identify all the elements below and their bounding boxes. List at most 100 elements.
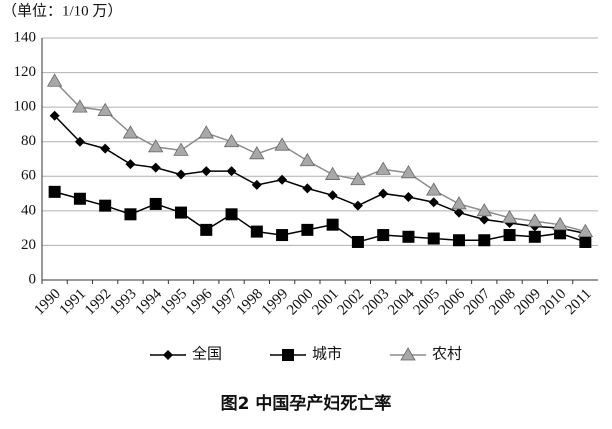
data-point <box>501 209 518 224</box>
x-tick-label: 2001 <box>309 286 342 319</box>
data-point <box>403 192 414 203</box>
data-point <box>148 139 164 153</box>
x-tick-label: 1993 <box>107 286 140 319</box>
chart-title: 图2 中国孕产妇死亡率 <box>221 393 392 414</box>
data-point <box>150 162 161 173</box>
data-point <box>454 207 464 218</box>
data-point <box>277 174 288 185</box>
data-point <box>351 235 364 248</box>
data-point <box>226 166 237 177</box>
x-tick-label: 2006 <box>436 286 469 319</box>
data-point <box>427 232 440 245</box>
data-point <box>201 166 212 177</box>
x-tick-label: 1994 <box>132 286 165 319</box>
data-point <box>175 206 187 219</box>
x-tick-label: 1992 <box>82 286 115 319</box>
data-point <box>200 223 213 236</box>
data-point <box>99 199 112 212</box>
data-point <box>198 125 214 139</box>
data-point <box>250 225 263 238</box>
y-tick-label: 20 <box>21 237 36 253</box>
x-tick-label: 2011 <box>562 286 594 318</box>
data-point <box>301 223 314 236</box>
data-point <box>479 214 490 225</box>
data-point <box>352 200 363 211</box>
data-point <box>503 229 516 242</box>
data-point <box>350 171 366 186</box>
series-line <box>54 191 586 243</box>
data-point <box>554 227 567 240</box>
data-point <box>527 213 543 227</box>
data-point <box>426 182 442 196</box>
data-point <box>73 192 86 205</box>
data-point <box>400 165 417 179</box>
x-tick-label: 2003 <box>360 286 393 319</box>
data-point <box>402 230 415 243</box>
legend-marker <box>163 350 173 360</box>
data-point <box>100 143 111 154</box>
data-point <box>46 73 63 87</box>
x-tick-label: 2004 <box>385 286 418 319</box>
x-tick-label: 2007 <box>461 286 494 319</box>
data-point <box>225 208 238 221</box>
x-tick-label: 1998 <box>234 286 267 319</box>
y-tick-label: 120 <box>14 64 37 80</box>
data-point <box>176 169 186 180</box>
data-point <box>478 234 491 247</box>
x-tick-label: 1997 <box>208 286 241 319</box>
data-point <box>577 223 594 237</box>
data-point <box>124 208 137 221</box>
data-point <box>97 102 113 116</box>
data-point <box>451 196 467 210</box>
data-point <box>428 197 439 208</box>
y-tick-label: 40 <box>21 202 36 218</box>
x-tick-label: 2009 <box>512 286 545 319</box>
legend-label: 农村 <box>432 345 462 362</box>
x-tick-label: 2008 <box>486 286 519 319</box>
x-tick-label: 1996 <box>183 286 216 319</box>
x-tick-label: 2000 <box>284 286 317 319</box>
y-tick-label: 0 <box>29 271 37 287</box>
data-point <box>528 230 541 243</box>
data-point <box>579 235 592 248</box>
data-point <box>74 136 85 147</box>
data-point <box>49 110 60 121</box>
data-point <box>375 161 391 175</box>
data-point <box>377 229 390 242</box>
legend-marker <box>400 347 416 361</box>
x-tick-label: 1999 <box>259 286 292 319</box>
data-point <box>251 179 262 190</box>
y-tick-label: 60 <box>21 168 36 184</box>
data-point <box>302 183 313 194</box>
data-point <box>476 203 492 217</box>
x-tick-label: 2002 <box>335 286 368 319</box>
data-point <box>324 166 341 180</box>
data-point <box>453 234 465 247</box>
x-tick-label: 1991 <box>57 286 90 319</box>
data-point <box>274 137 290 151</box>
x-tick-label: 1995 <box>158 286 191 319</box>
legend-label: 全国 <box>192 344 222 362</box>
data-point <box>276 229 289 242</box>
y-tick-label: 80 <box>21 133 36 149</box>
data-point <box>327 190 338 201</box>
data-point <box>149 197 162 210</box>
y-tick-label: 140 <box>14 29 37 45</box>
data-point <box>173 142 189 156</box>
series-line <box>54 80 586 233</box>
data-point <box>552 216 568 231</box>
legend-label: 城市 <box>312 345 342 362</box>
data-point <box>299 152 316 167</box>
y-tick-label: 100 <box>14 99 37 115</box>
x-tick-label: 1990 <box>31 286 64 319</box>
x-tick-label: 2005 <box>410 286 443 319</box>
series-line <box>54 115 586 235</box>
data-point <box>223 133 240 148</box>
data-point <box>122 125 139 139</box>
x-tick-label: 2010 <box>537 286 570 319</box>
data-point <box>72 99 88 113</box>
data-point <box>48 185 61 198</box>
data-point <box>326 218 339 231</box>
unit-label: （单位：1/10 万） <box>2 2 122 19</box>
